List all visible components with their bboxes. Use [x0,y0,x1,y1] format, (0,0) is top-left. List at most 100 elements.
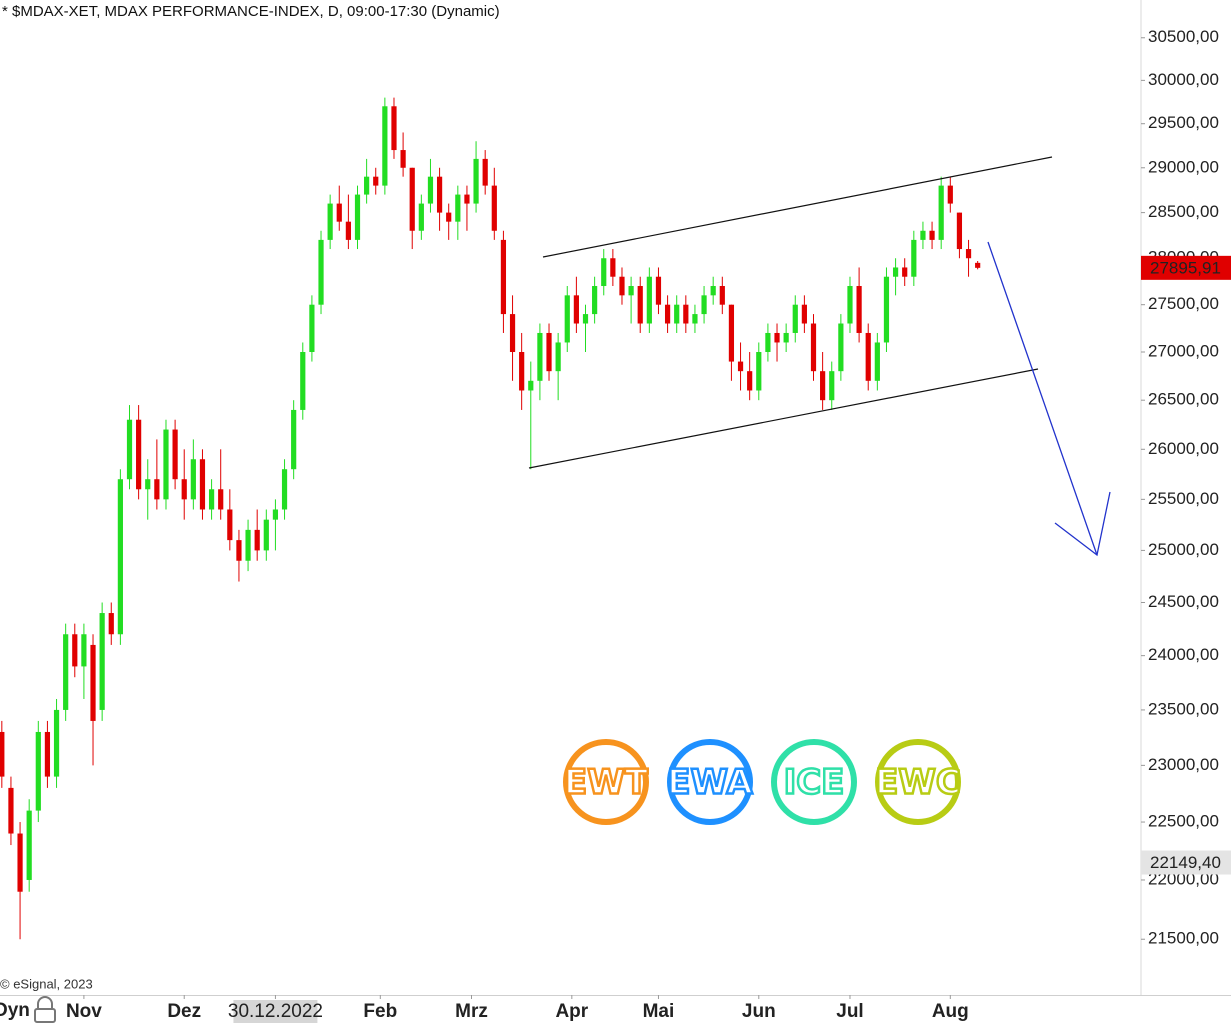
y-tick-label: 26500,00 [1148,390,1219,409]
y-tick-label: 27500,00 [1148,294,1219,313]
price-marker-label: 22149,40 [1150,853,1221,872]
candle-body [446,212,452,222]
candle-body [145,479,151,490]
candle-body [674,304,680,324]
candle-body [820,371,826,401]
candle-body [920,230,926,240]
candle-body [354,194,361,240]
candle-body [838,323,844,372]
candle-body [482,158,488,186]
y-tick-label: 25500,00 [1148,489,1219,508]
candle-body [582,314,589,324]
y-tick-label: 30500,00 [1148,27,1219,46]
price-marker-label: 27895,91 [1150,258,1221,277]
y-tick-label: 23500,00 [1148,699,1219,718]
y-tick-label: 30000,00 [1148,70,1219,89]
candle-body [263,519,269,551]
y-axis-panel [1141,0,1231,995]
candle-body [573,295,579,324]
candle-body [947,185,953,204]
y-tick-label: 23000,00 [1148,755,1219,774]
x-tick-label: Apr [555,1001,588,1022]
candle-body [300,351,306,410]
y-tick-label: 27000,00 [1148,341,1219,360]
candle-body [664,304,671,324]
candle-body [26,810,32,880]
candle-body [701,295,707,315]
candle-body [774,332,780,343]
x-tick-label: Jun [742,1001,776,1022]
candle-body [99,613,105,710]
candle-body [117,479,123,635]
candle-body [829,371,835,401]
candle-body [655,276,662,305]
lock-icon[interactable] [34,996,56,1023]
logo-ring [667,739,753,825]
channel-upper [542,156,1053,258]
candle-body [892,267,899,277]
candle-body [500,239,507,315]
x-tick-label: Feb [363,1001,397,1022]
candle-body [537,332,543,381]
arrow-head [1054,491,1111,557]
candle-body [564,295,570,343]
candle-body [409,167,415,231]
x-tick-label: Dez [167,1001,201,1022]
candle-body [44,731,51,777]
channel-lower [528,368,1039,469]
candle-body [455,194,461,222]
x-tick-label: Jul [836,1001,863,1022]
y-axis: 21500,0022000,0022500,0023000,0023500,00… [1141,27,1231,948]
candle-body [72,634,78,667]
mode-label[interactable]: Dyn [0,1000,30,1021]
credit: © eSignal, 2023 [0,976,93,991]
candle-body [400,150,406,168]
candle-body [172,429,178,480]
candle-body [646,276,652,324]
candle-body [336,203,342,222]
candle-body [637,286,643,324]
logos: EWT EWA ICE EWC [563,739,962,825]
candle-body [801,304,807,324]
candle-body [208,489,215,510]
chart-title: * $MDAX-XET, MDAX PERFORMANCE-INDEX, D, … [2,3,500,20]
candle-body [345,221,351,240]
candle-body [136,419,142,490]
y-tick-label: 29000,00 [1148,157,1219,176]
logo-label: ICE [784,763,845,803]
candle-body [692,314,698,324]
candle-body [391,106,397,151]
candle-body [628,286,634,296]
candle-body [154,479,160,500]
x-tick-label: Nov [66,1001,102,1022]
candle-body [327,203,333,240]
candle-body [847,286,853,324]
candle-body [491,185,497,231]
candle-body [53,709,60,777]
candle-body [108,613,114,635]
candle-body [883,276,890,343]
candle-body [163,429,169,500]
candle-body [601,258,607,287]
candle-body [373,176,379,186]
candle-body [63,634,69,710]
candle-body [728,304,735,362]
candle-body [902,267,908,277]
candle-body [81,634,87,667]
candle-body [619,276,625,296]
candle-body [436,176,443,213]
candle-body [956,212,963,250]
y-tick-label: 29500,00 [1148,113,1219,132]
logo-ring [771,739,857,825]
candle-body [528,380,534,391]
candle-body [683,304,689,324]
candle-body [254,529,260,551]
candle-body [938,185,944,240]
candle-body [382,106,388,186]
candle-body [236,540,242,561]
candle-body [199,459,206,510]
logo-ring [875,739,961,825]
candle-body [281,469,288,510]
y-tick-label: 25000,00 [1148,540,1219,559]
